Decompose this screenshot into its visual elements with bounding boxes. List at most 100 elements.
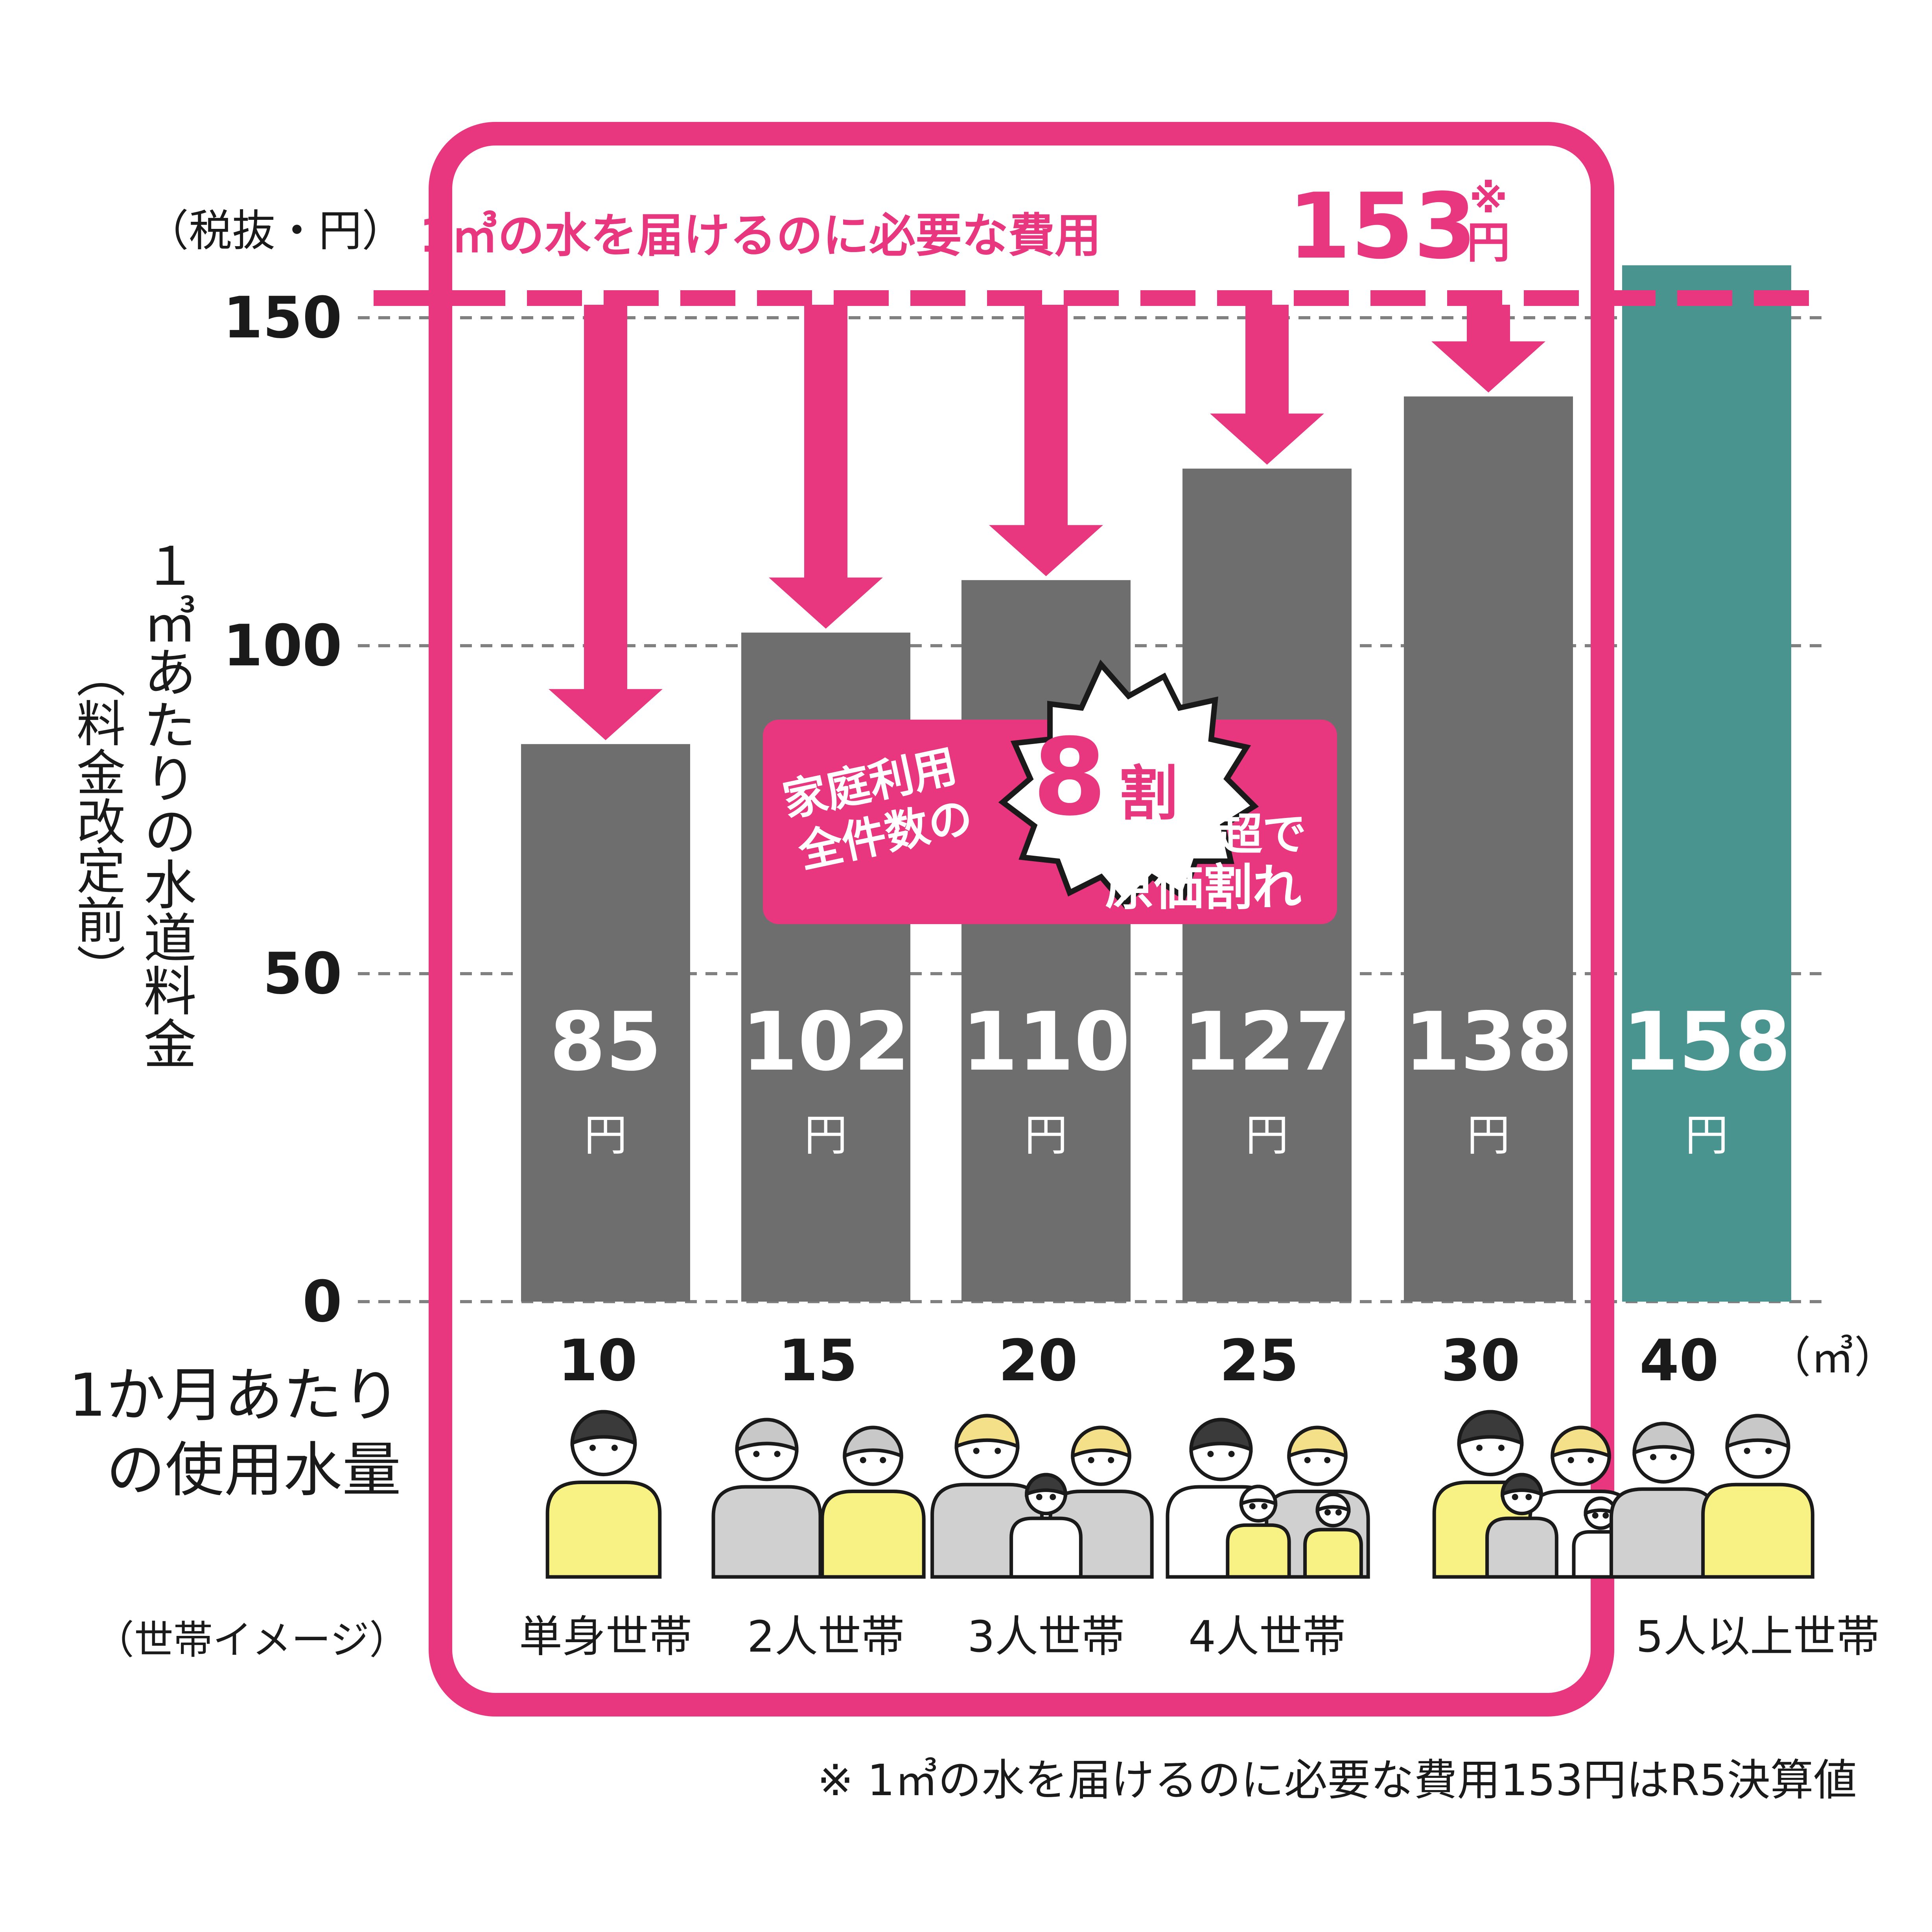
person-eye	[995, 1448, 1001, 1454]
y-axis-title-main: １㎥あたりの水道料金	[134, 539, 196, 1070]
x-axis-title-line1: 1か月あたり	[69, 1361, 401, 1430]
y-unit-label: （税抜・円）	[145, 206, 405, 256]
x-axis-title-line2: の使用水量	[106, 1436, 401, 1505]
bar-value-label: 102	[742, 995, 910, 1089]
callout-big-number: 8	[1033, 715, 1107, 839]
bar-value-unit: 円	[1245, 1110, 1289, 1160]
household-label: 4人世帯	[1188, 1612, 1346, 1662]
cost-line-value: 153	[1288, 174, 1477, 279]
person-body	[1485, 1516, 1558, 1579]
cost-line-label: 1㎥の水を届けるのに必要な費用	[419, 208, 1101, 263]
x-tick-label: 25	[1219, 1328, 1299, 1394]
person-eye	[1228, 1451, 1235, 1457]
cost-line-mark: ※	[1469, 176, 1507, 222]
person-hair	[735, 1418, 799, 1452]
family-of-four-icon	[1166, 1418, 1370, 1579]
person-eye	[1744, 1448, 1750, 1454]
x-tick-label: 30	[1441, 1328, 1520, 1394]
bar-value-label: 138	[1404, 995, 1573, 1089]
bar-value-unit: 円	[804, 1110, 847, 1160]
person-eye	[1249, 1503, 1256, 1510]
family-of-three-icon	[930, 1414, 1154, 1579]
person-hair	[1725, 1414, 1790, 1449]
person-hair	[1584, 1496, 1617, 1516]
down-arrow	[989, 305, 1103, 576]
person-hair	[843, 1426, 903, 1459]
person-eye	[1765, 1448, 1772, 1454]
family-of-five-icon	[1432, 1410, 1634, 1579]
person-hair	[1315, 1492, 1351, 1513]
person-body	[545, 1481, 662, 1579]
callout-right-line1: 超で	[1218, 809, 1306, 860]
highlight-frame	[429, 122, 1614, 1717]
bar	[1404, 396, 1573, 1302]
person-hair	[1071, 1426, 1131, 1459]
burst-shape	[998, 659, 1259, 909]
x-tick-labels: 10 15 20 25 30 40	[558, 1328, 1719, 1394]
person-eye	[1650, 1454, 1657, 1461]
down-arrow	[1210, 305, 1324, 465]
person-hair	[570, 1410, 637, 1446]
person-eye	[880, 1457, 886, 1464]
person-eye	[1261, 1503, 1268, 1510]
y-tick-label: 100	[223, 613, 342, 679]
person-hair	[1025, 1473, 1067, 1497]
x-tick-label: 20	[998, 1328, 1078, 1394]
person-hair	[1501, 1473, 1543, 1497]
bar	[1622, 265, 1791, 1302]
person-hair	[1189, 1418, 1253, 1452]
person-hair	[1239, 1484, 1278, 1507]
household-label: 5人以上世帯	[1636, 1612, 1880, 1662]
person-body	[711, 1485, 822, 1579]
person-eye	[973, 1448, 980, 1454]
household-icons	[545, 1410, 1814, 1579]
down-arrow	[549, 305, 663, 740]
elderly-couple-icon	[1609, 1414, 1814, 1579]
person-eye	[1050, 1494, 1056, 1500]
y-tick-labels: 0 50 100 150	[223, 285, 342, 1335]
person-eye	[1476, 1444, 1483, 1451]
person-eye	[1108, 1457, 1114, 1464]
cost-line-unit: 円	[1467, 217, 1510, 268]
x-tick-label: 40	[1639, 1328, 1719, 1394]
person-eye	[774, 1451, 781, 1457]
person-eye	[753, 1451, 760, 1457]
person-body	[1226, 1523, 1291, 1579]
person-eye	[589, 1444, 596, 1451]
person-eye	[1324, 1457, 1331, 1464]
person-body	[1303, 1528, 1363, 1579]
person-body	[820, 1489, 926, 1579]
person-eye	[1567, 1457, 1574, 1464]
down-arrows	[549, 305, 1545, 740]
person-eye	[1588, 1457, 1594, 1464]
person-eye	[1498, 1444, 1505, 1451]
y-tick-label: 50	[263, 941, 342, 1007]
person-eye	[1324, 1509, 1331, 1516]
footnote: ※ 1㎥の水を届けるのに必要な費用153円はR5決算値	[817, 1755, 1857, 1805]
bar-value-label: 85	[549, 995, 661, 1089]
callout: 家庭利用 全件数の 8 割 超で 原価割れ	[763, 659, 1337, 924]
person-hair	[1287, 1426, 1348, 1459]
household-label: 3人世帯	[967, 1612, 1125, 1662]
person-eye	[1670, 1454, 1677, 1461]
person-eye	[1512, 1494, 1518, 1500]
bar-value-unit: 円	[1685, 1110, 1728, 1160]
x-unit-label: （㎥）	[1768, 1332, 1897, 1383]
bar	[521, 744, 690, 1302]
person-eye	[1088, 1457, 1094, 1464]
person-eye	[860, 1457, 866, 1464]
person-hair	[1457, 1410, 1524, 1446]
person-body	[1009, 1516, 1083, 1579]
person-hair	[1632, 1422, 1694, 1455]
person-eye	[611, 1444, 618, 1451]
bar-value-unit: 円	[1467, 1110, 1510, 1160]
household-label: 2人世帯	[747, 1612, 904, 1662]
down-arrow	[1431, 305, 1545, 393]
y-axis-title-sub: （料金改定前）	[68, 649, 125, 993]
person-eye	[1592, 1512, 1599, 1519]
person-eye	[1335, 1509, 1342, 1516]
bar-value-label: 110	[962, 995, 1130, 1089]
household-labels: 単身世帯 2人世帯 3人世帯 4人世帯 5人以上世帯	[519, 1612, 1880, 1662]
y-tick-label: 0	[302, 1269, 342, 1335]
